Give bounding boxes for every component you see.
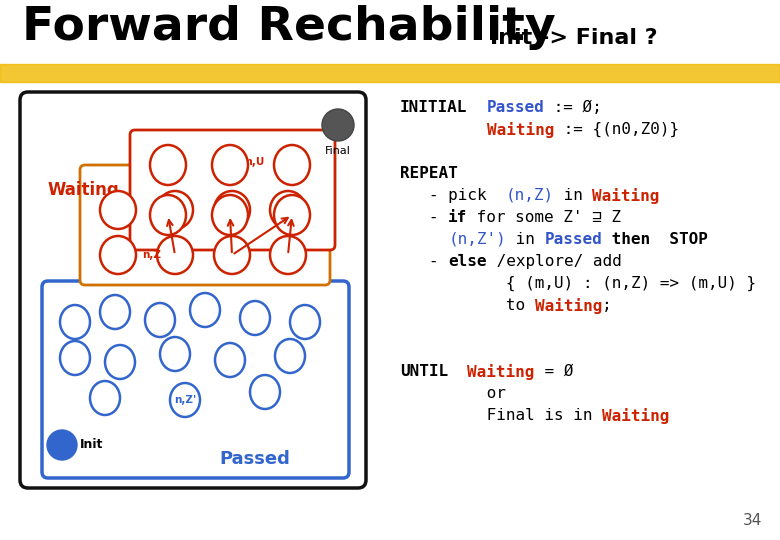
- Text: or: or: [400, 386, 506, 401]
- Ellipse shape: [145, 303, 175, 337]
- Ellipse shape: [105, 345, 135, 379]
- Text: Init -> Final ?: Init -> Final ?: [490, 28, 658, 48]
- Text: Init: Init: [80, 438, 104, 451]
- Ellipse shape: [150, 195, 186, 235]
- Text: (n,Z): (n,Z): [506, 188, 554, 203]
- Text: Waiting: Waiting: [487, 122, 554, 138]
- Text: -: -: [400, 254, 448, 269]
- Text: n,Z': n,Z': [174, 395, 196, 405]
- Text: Passed: Passed: [544, 232, 602, 247]
- Text: Waiting: Waiting: [593, 188, 660, 204]
- Ellipse shape: [157, 236, 193, 274]
- Text: Waiting: Waiting: [535, 298, 602, 314]
- Circle shape: [322, 109, 354, 141]
- Text: to: to: [400, 298, 535, 313]
- Text: Waiting: Waiting: [467, 364, 535, 380]
- Ellipse shape: [100, 295, 130, 329]
- Ellipse shape: [275, 339, 305, 373]
- Ellipse shape: [157, 191, 193, 229]
- Text: (n,Z'): (n,Z'): [448, 232, 506, 247]
- Text: /explore/ add: /explore/ add: [487, 254, 622, 269]
- Ellipse shape: [100, 236, 136, 274]
- Ellipse shape: [100, 191, 136, 229]
- Ellipse shape: [215, 343, 245, 377]
- FancyBboxPatch shape: [130, 130, 335, 250]
- Ellipse shape: [214, 236, 250, 274]
- Text: { (m,U) : (n,Z) => (m,U) }: { (m,U) : (n,Z) => (m,U) }: [400, 276, 756, 291]
- FancyBboxPatch shape: [42, 281, 349, 478]
- Text: REPEAT: REPEAT: [400, 166, 458, 181]
- Text: Forward Rechability: Forward Rechability: [22, 5, 555, 50]
- Text: in: in: [554, 188, 593, 203]
- Ellipse shape: [60, 305, 90, 339]
- Text: Waiting: Waiting: [602, 408, 669, 424]
- Ellipse shape: [290, 305, 320, 339]
- Text: - pick: - pick: [400, 188, 506, 203]
- Text: for some Z' ⊒ Z: for some Z' ⊒ Z: [467, 210, 622, 225]
- Ellipse shape: [160, 337, 190, 371]
- Ellipse shape: [214, 191, 250, 229]
- Ellipse shape: [190, 293, 220, 327]
- Ellipse shape: [212, 145, 248, 185]
- Ellipse shape: [270, 191, 306, 229]
- Ellipse shape: [250, 375, 280, 409]
- Text: if: if: [448, 210, 467, 225]
- Text: Waiting: Waiting: [48, 181, 120, 199]
- Text: -: -: [400, 210, 448, 225]
- Circle shape: [47, 430, 77, 460]
- Text: Final: Final: [325, 146, 351, 156]
- Ellipse shape: [274, 195, 310, 235]
- Text: := {(n0,Z0)}: := {(n0,Z0)}: [554, 122, 679, 137]
- Ellipse shape: [212, 195, 248, 235]
- Text: else: else: [448, 254, 487, 269]
- Ellipse shape: [60, 341, 90, 375]
- Text: ;: ;: [602, 298, 612, 313]
- Text: Passed: Passed: [487, 100, 544, 115]
- FancyBboxPatch shape: [80, 165, 330, 285]
- Bar: [0, 64, 780, 82]
- Ellipse shape: [170, 383, 200, 417]
- Text: n,Z: n,Z: [143, 250, 161, 260]
- Text: then  STOP: then STOP: [602, 232, 708, 247]
- Text: UNTIL: UNTIL: [400, 364, 448, 379]
- Ellipse shape: [150, 145, 186, 185]
- Ellipse shape: [270, 236, 306, 274]
- Text: := Ø;: := Ø;: [544, 100, 602, 115]
- Text: INITIAL: INITIAL: [400, 100, 467, 115]
- Text: m,U: m,U: [241, 157, 264, 167]
- Text: Final is in: Final is in: [400, 408, 602, 423]
- Text: 34: 34: [743, 513, 762, 528]
- Text: in: in: [506, 232, 544, 247]
- Ellipse shape: [240, 301, 270, 335]
- Text: = Ø: = Ø: [535, 364, 573, 379]
- FancyBboxPatch shape: [20, 92, 366, 488]
- Ellipse shape: [90, 381, 120, 415]
- Ellipse shape: [274, 145, 310, 185]
- Text: Passed: Passed: [219, 450, 290, 468]
